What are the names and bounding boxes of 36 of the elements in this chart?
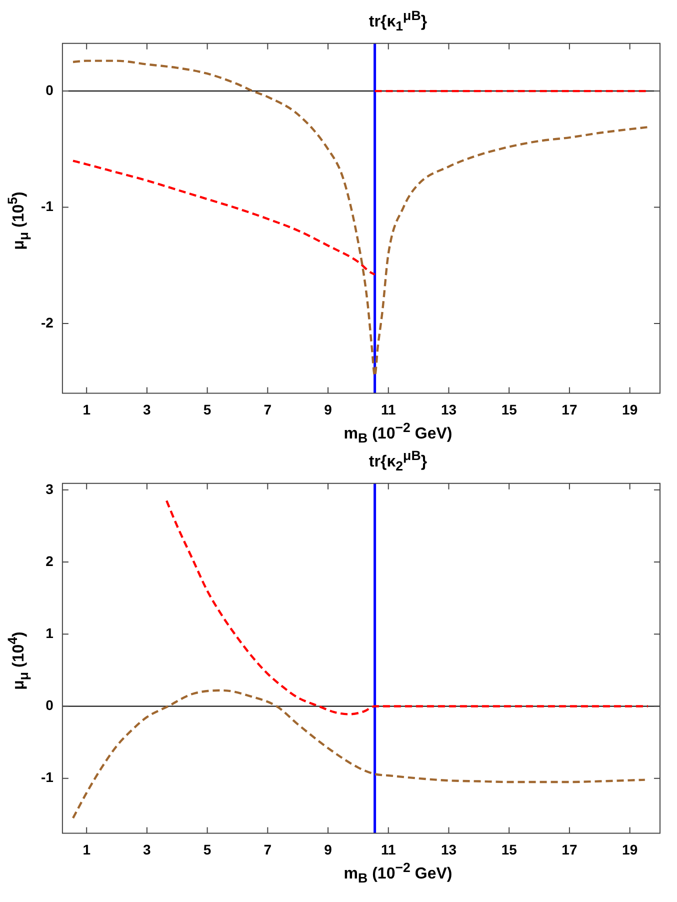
x-tick-label: 15 bbox=[501, 841, 518, 858]
line-series bbox=[72, 160, 376, 276]
x-tick-label: 13 bbox=[440, 401, 457, 418]
x-tick-label: 7 bbox=[264, 401, 272, 418]
x-tick-label: 19 bbox=[622, 841, 638, 858]
line-series bbox=[72, 60, 650, 377]
x-tick-label: 7 bbox=[264, 841, 272, 858]
x-tick-label: 17 bbox=[562, 841, 578, 858]
x-tick-label: 15 bbox=[501, 401, 518, 418]
x-tick-label: 1 bbox=[82, 841, 91, 858]
y-tick-label: 0 bbox=[46, 82, 54, 98]
y-tick-label: -2 bbox=[40, 314, 54, 330]
y-tick-label: 3 bbox=[46, 480, 54, 497]
chart-title: tr{κ$_{2}$$^{μB}$} bbox=[368, 448, 428, 474]
x-tick-label: 3 bbox=[143, 401, 152, 418]
x-axis-title: m$_{B}$ (10$^{−2}$ GeV) bbox=[342, 420, 454, 446]
x-axis-title: m$_{B}$ (10$^{−2}$ GeV) bbox=[342, 860, 454, 886]
y-tick-label: 2 bbox=[46, 552, 54, 569]
x-tick-label: 1 bbox=[82, 401, 91, 418]
y-tick-label: -1 bbox=[40, 198, 54, 214]
x-tick-label: 11 bbox=[380, 841, 396, 858]
x-tick-label: 5 bbox=[203, 841, 212, 858]
y-tick-label: 1 bbox=[46, 625, 54, 641]
x-tick-label: 13 bbox=[440, 841, 457, 858]
x-tick-label: 17 bbox=[562, 401, 578, 418]
line-series bbox=[72, 689, 646, 820]
chart-title: tr{κ$_{1}$$^{μB}$} bbox=[368, 8, 428, 34]
y-tick-label: 0 bbox=[46, 697, 54, 714]
x-tick-label: 19 bbox=[622, 401, 638, 418]
line-series bbox=[165, 500, 650, 716]
x-tick-label: 11 bbox=[380, 401, 396, 418]
y-tick-label: -1 bbox=[40, 769, 54, 786]
x-tick-label: 3 bbox=[143, 841, 152, 858]
x-tick-label: 9 bbox=[324, 401, 332, 418]
x-tick-label: 9 bbox=[324, 841, 332, 858]
x-tick-label: 5 bbox=[203, 401, 212, 418]
